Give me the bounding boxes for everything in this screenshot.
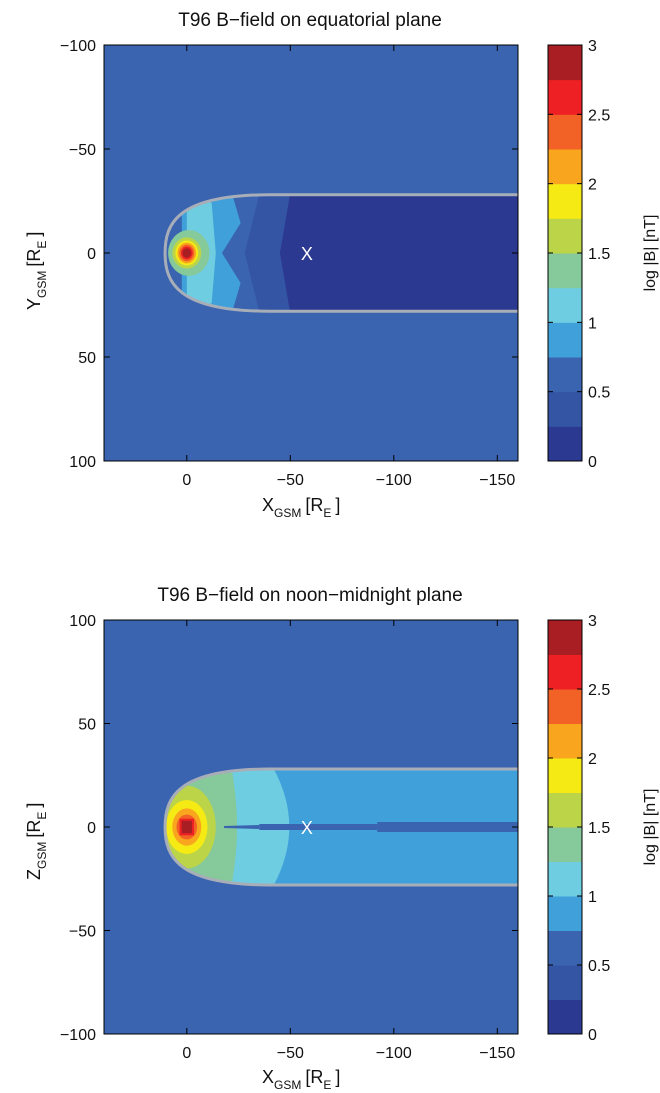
colorbar-segment bbox=[548, 930, 582, 966]
x-tick-label: −100 bbox=[376, 472, 412, 489]
y-tick-label: 50 bbox=[78, 350, 96, 367]
y-axis-ticks: 100 50 0 −50 −100 bbox=[60, 613, 518, 1044]
colorbar-segment bbox=[548, 827, 582, 862]
x-axis-label: XGSM [RE] bbox=[262, 495, 340, 520]
colorbar-tick-label: 0.5 bbox=[588, 385, 610, 402]
colorbar-segment bbox=[548, 620, 582, 655]
tail-lobe bbox=[279, 194, 518, 312]
colorbar-tick-label: 0 bbox=[588, 454, 597, 471]
colorbar-segment bbox=[548, 723, 582, 759]
colorbar-segment bbox=[548, 183, 582, 219]
y-tick-label: 100 bbox=[69, 454, 96, 471]
colorbar-segment bbox=[548, 322, 582, 358]
chart-title: T96 B−field on equatorial plane bbox=[178, 10, 442, 31]
colorbar-segment bbox=[548, 999, 582, 1035]
colorbar-segment bbox=[548, 149, 582, 185]
colorbar-tick-label: 1 bbox=[588, 889, 597, 906]
colorbar-tick-label: 2.5 bbox=[588, 107, 610, 124]
current-sheet bbox=[377, 822, 518, 832]
colorbar-segment bbox=[548, 792, 582, 828]
colorbar: 0 0.5 1 1.5 2 2.5 3 bbox=[547, 38, 610, 471]
colorbar-tick-label: 3 bbox=[588, 613, 597, 630]
colorbar-segment bbox=[548, 253, 582, 289]
x-axis-ticks: 0 −50 −100 −150 bbox=[182, 620, 515, 1062]
colorbar-tick-label: 1.5 bbox=[588, 246, 610, 263]
colorbar-segment bbox=[548, 114, 582, 150]
colorbar-tick-label: 1.5 bbox=[588, 820, 610, 837]
y-tick-label: 0 bbox=[87, 246, 96, 263]
field-contours: X bbox=[104, 620, 518, 1034]
colorbar-tick-label: 2 bbox=[588, 751, 597, 768]
earth-core-field bbox=[182, 248, 192, 258]
plot-area: X bbox=[104, 45, 518, 461]
colorbar: 0 0.5 1 1.5 2 2.5 3 bbox=[547, 613, 610, 1044]
colorbar-segment bbox=[548, 861, 582, 897]
magnetopause-boundary bbox=[163, 193, 518, 313]
colorbar-tick-label: 3 bbox=[588, 38, 597, 55]
x-tick-label: −50 bbox=[277, 472, 304, 489]
y-tick-label: −100 bbox=[60, 38, 96, 55]
colorbar-tick-label: 2 bbox=[588, 177, 597, 194]
colorbar-tick-label: 1 bbox=[588, 315, 597, 332]
x-tick-label: −150 bbox=[479, 472, 515, 489]
magnetosphere-interior bbox=[165, 194, 518, 312]
earth-core-field bbox=[181, 820, 192, 834]
y-axis-label: ZGSM[RE] bbox=[24, 803, 49, 880]
colorbar-segment bbox=[548, 287, 582, 323]
colorbar-segment bbox=[548, 654, 582, 690]
x-tick-label: −150 bbox=[479, 1045, 515, 1062]
x-tick-label: 0 bbox=[182, 1045, 191, 1062]
equatorial-plane-panel: T96 B−field on equatorial plane X 0 −50 −1… bbox=[24, 10, 659, 520]
x-axis-ticks: 0 −50 −100 −150 bbox=[182, 45, 515, 489]
colorbar-segment bbox=[548, 689, 582, 724]
current-sheet bbox=[224, 825, 260, 829]
colorbar-label: log |B| [nT] bbox=[642, 215, 659, 292]
current-sheet bbox=[259, 824, 378, 830]
plot-area: X bbox=[104, 620, 518, 1034]
x-tick-label: 0 bbox=[182, 472, 191, 489]
x-axis-label: XGSM [RE] bbox=[262, 1067, 340, 1092]
chart-title: T96 B−field on noon−midnight plane bbox=[157, 585, 462, 606]
magnetopause-boundary bbox=[163, 767, 518, 887]
colorbar-segment bbox=[548, 79, 582, 115]
colorbar-segment bbox=[548, 218, 582, 254]
colorbar-segment bbox=[548, 426, 582, 462]
colorbar-segment bbox=[548, 45, 582, 81]
colorbar-segment bbox=[548, 896, 582, 931]
y-axis-label: YGSM[RE] bbox=[24, 232, 49, 310]
y-axis-ticks: −100 −50 0 50 100 bbox=[60, 38, 518, 471]
colorbar-segment bbox=[548, 965, 582, 1000]
x-line-marker: X bbox=[301, 818, 313, 838]
colorbar-segment bbox=[548, 357, 582, 393]
x-line-marker: X bbox=[301, 244, 313, 264]
x-tick-label: −50 bbox=[277, 1045, 304, 1062]
y-tick-label: −50 bbox=[69, 924, 96, 941]
colorbar-tick-label: 2.5 bbox=[588, 682, 610, 699]
x-tick-label: −100 bbox=[376, 1045, 412, 1062]
magnetosphere-interior bbox=[165, 769, 518, 885]
noon-midnight-plane-panel: T96 B−field on noon−midnight plane X 0 −5… bbox=[24, 585, 659, 1092]
y-tick-label: −50 bbox=[69, 142, 96, 159]
colorbar-label: log |B| [nT] bbox=[642, 789, 659, 866]
y-tick-label: 100 bbox=[69, 613, 96, 630]
y-tick-label: −100 bbox=[60, 1027, 96, 1044]
colorbar-tick-label: 0 bbox=[588, 1027, 597, 1044]
colorbar-segment bbox=[548, 391, 582, 427]
y-tick-label: 50 bbox=[78, 717, 96, 734]
y-tick-label: 0 bbox=[87, 820, 96, 837]
colorbar-segment bbox=[548, 758, 582, 793]
field-contours: X bbox=[104, 45, 518, 461]
colorbar-tick-label: 0.5 bbox=[588, 958, 610, 975]
